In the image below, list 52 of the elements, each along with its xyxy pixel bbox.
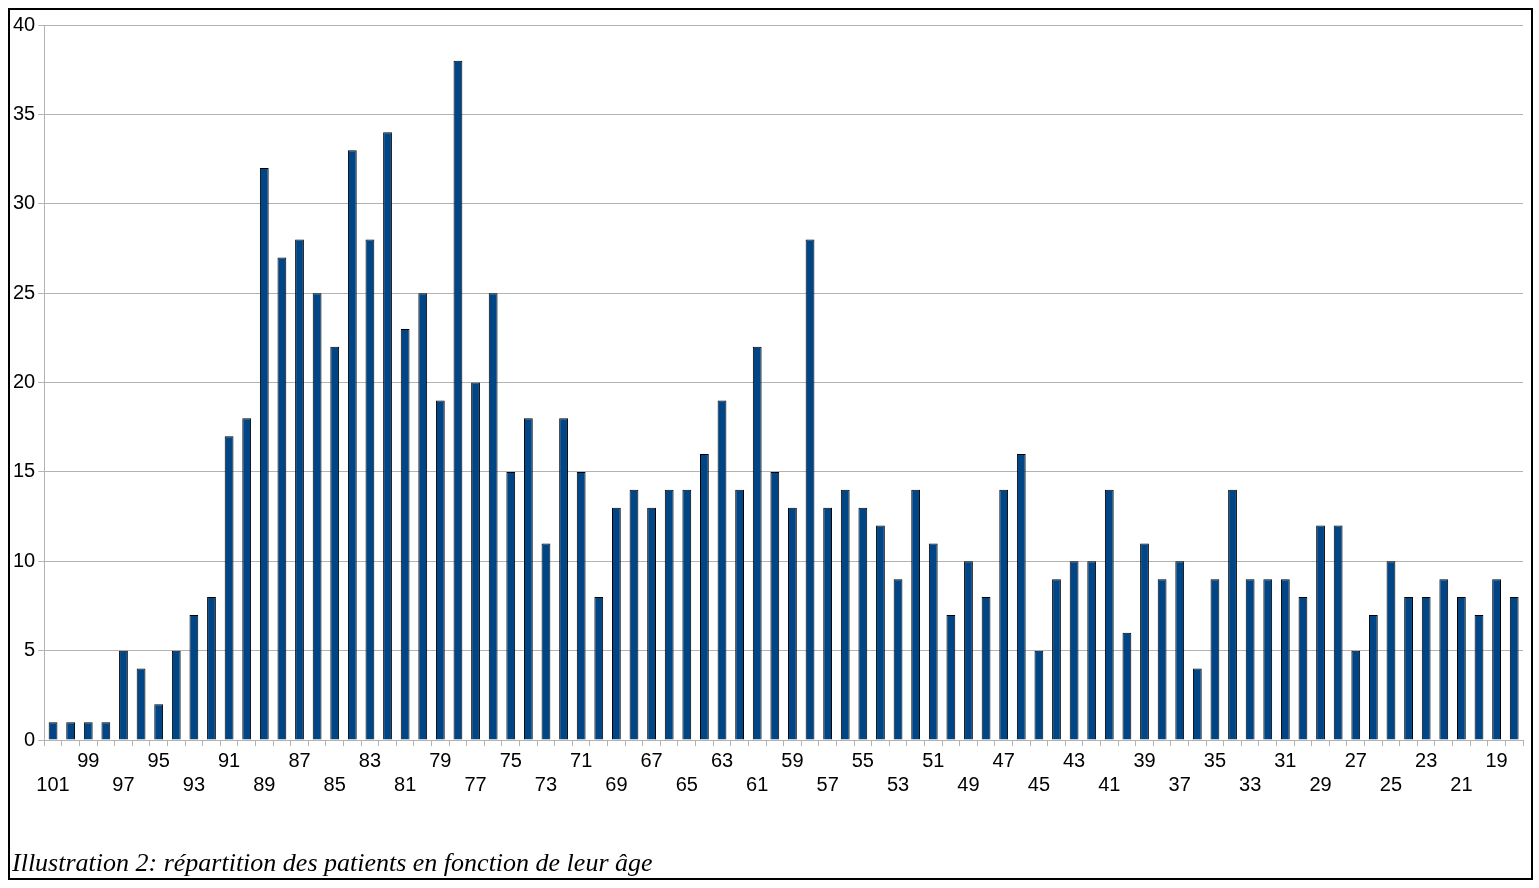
x-tick-label: 79 <box>429 748 452 771</box>
x-tick-label: 39 <box>1133 748 1156 771</box>
x-tick-label: 101 <box>36 772 70 795</box>
x-tick-label: 53 <box>886 772 910 795</box>
x-tick-label: 37 <box>1168 772 1191 795</box>
y-tick-label: 20 <box>13 370 36 393</box>
x-tick-label: 91 <box>217 748 241 771</box>
x-tick-label: 55 <box>851 748 874 771</box>
x-tick-label: 71 <box>570 748 593 771</box>
x-tick-label: 73 <box>534 772 558 795</box>
y-tick-label: 10 <box>13 548 36 571</box>
x-tick-label: 45 <box>1027 772 1051 795</box>
x-tick-label: 41 <box>1098 772 1121 795</box>
x-tick-label: 21 <box>1450 772 1473 795</box>
x-tick-label: 49 <box>957 772 980 795</box>
x-tick-label: 85 <box>323 772 346 795</box>
y-tick-label: 5 <box>24 638 36 661</box>
x-tick-label: 51 <box>922 748 945 771</box>
x-tick-label: 61 <box>746 772 769 795</box>
x-tick-label: 33 <box>1239 772 1262 795</box>
x-tick-label: 35 <box>1203 748 1227 771</box>
y-tick-label: 15 <box>13 459 36 482</box>
x-tick-label: 93 <box>182 772 206 795</box>
x-tick-label: 59 <box>781 748 804 771</box>
x-tick-label: 87 <box>288 748 311 771</box>
x-tick-label: 43 <box>1062 748 1086 771</box>
x-tick-label: 63 <box>710 748 734 771</box>
y-tick-label: 30 <box>13 191 36 214</box>
x-tick-label: 25 <box>1379 772 1403 795</box>
x-tick-label: 69 <box>605 772 628 795</box>
y-tick-label: 0 <box>24 727 36 750</box>
x-tick-label: 19 <box>1485 748 1508 771</box>
x-tick-label: 57 <box>816 772 839 795</box>
x-tick-label: 77 <box>464 772 487 795</box>
x-tick-label: 29 <box>1309 772 1332 795</box>
y-tick-label: 25 <box>13 280 36 303</box>
x-tick-label: 99 <box>77 748 100 771</box>
x-tick-label: 23 <box>1415 748 1438 771</box>
x-tick-label: 83 <box>358 748 382 771</box>
text: Illustration 2: répartition des patients en fonction de leur âge <box>12 848 653 878</box>
x-tick-label: 81 <box>394 772 417 795</box>
x-tick-label: 31 <box>1274 748 1297 771</box>
x-tick-label: 27 <box>1344 748 1367 771</box>
x-tick-label: 75 <box>499 748 522 771</box>
y-tick-label: 35 <box>13 101 36 124</box>
x-tick-label: 89 <box>253 772 276 795</box>
x-tick-label: 65 <box>675 772 698 795</box>
x-tick-label: 47 <box>992 748 1015 771</box>
x-tick-label: 97 <box>112 772 135 795</box>
x-tick-label: 67 <box>640 748 663 771</box>
y-tick-label: 40 <box>13 12 36 35</box>
x-tick-label: 95 <box>147 748 170 771</box>
